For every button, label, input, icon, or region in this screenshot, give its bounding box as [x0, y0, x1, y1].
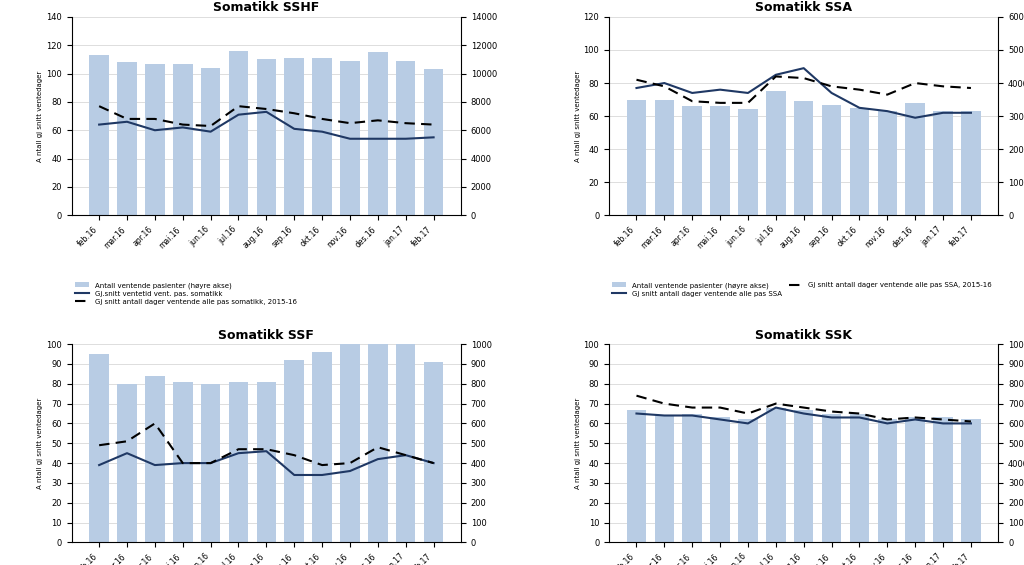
Bar: [822, 414, 842, 542]
Bar: [962, 419, 981, 542]
Y-axis label: A ntall gj snitt ventedager: A ntall gj snitt ventedager: [38, 71, 43, 162]
Bar: [850, 108, 869, 215]
Bar: [257, 59, 276, 215]
Bar: [118, 62, 137, 215]
Bar: [905, 103, 925, 215]
Bar: [312, 58, 332, 215]
Bar: [396, 344, 416, 542]
Bar: [145, 64, 165, 215]
Bar: [654, 99, 674, 215]
Bar: [89, 55, 109, 215]
Bar: [396, 61, 416, 215]
Title: Somatikk SSF: Somatikk SSF: [218, 329, 314, 342]
Y-axis label: A ntall gj snitt ventedager: A ntall gj snitt ventedager: [38, 398, 43, 489]
Bar: [682, 106, 702, 215]
Bar: [257, 382, 276, 542]
Bar: [118, 384, 137, 542]
Title: Somatikk SSK: Somatikk SSK: [756, 329, 852, 342]
Bar: [822, 105, 842, 215]
Bar: [878, 111, 897, 215]
Bar: [145, 376, 165, 542]
Bar: [766, 92, 785, 215]
Bar: [766, 407, 785, 542]
Title: Somatikk SSHF: Somatikk SSHF: [213, 1, 319, 14]
Bar: [682, 414, 702, 542]
Bar: [368, 344, 388, 542]
Bar: [711, 418, 730, 542]
Bar: [962, 111, 981, 215]
Bar: [201, 384, 220, 542]
Bar: [285, 58, 304, 215]
Bar: [933, 111, 952, 215]
Bar: [368, 53, 388, 215]
Bar: [627, 410, 646, 542]
Bar: [424, 69, 443, 215]
Bar: [340, 61, 359, 215]
Bar: [738, 110, 758, 215]
Bar: [711, 106, 730, 215]
Bar: [285, 360, 304, 542]
Bar: [340, 344, 359, 542]
Y-axis label: A ntall gj snitt ventedager: A ntall gj snitt ventedager: [574, 398, 581, 489]
Title: Somatikk SSA: Somatikk SSA: [756, 1, 852, 14]
Bar: [878, 419, 897, 542]
Legend: Antall ventende pasienter (høyre akse), Gj.snitt ventetid vent. pas. somatikk, G: Antall ventende pasienter (høyre akse), …: [75, 282, 297, 305]
Bar: [850, 414, 869, 542]
Y-axis label: A ntall gj snitt ventedager: A ntall gj snitt ventedager: [574, 71, 581, 162]
Bar: [173, 382, 193, 542]
Bar: [794, 410, 813, 542]
Bar: [794, 101, 813, 215]
Bar: [933, 418, 952, 542]
Bar: [627, 99, 646, 215]
Bar: [312, 352, 332, 542]
Bar: [905, 418, 925, 542]
Bar: [654, 415, 674, 542]
Bar: [173, 64, 193, 215]
Bar: [228, 382, 248, 542]
Bar: [738, 419, 758, 542]
Legend: Antall ventende pasienter (høyre akse), Gj snitt antall dager ventende alle pas : Antall ventende pasienter (høyre akse), …: [612, 282, 992, 297]
Bar: [228, 51, 248, 215]
Bar: [89, 354, 109, 542]
Bar: [201, 68, 220, 215]
Bar: [424, 362, 443, 542]
